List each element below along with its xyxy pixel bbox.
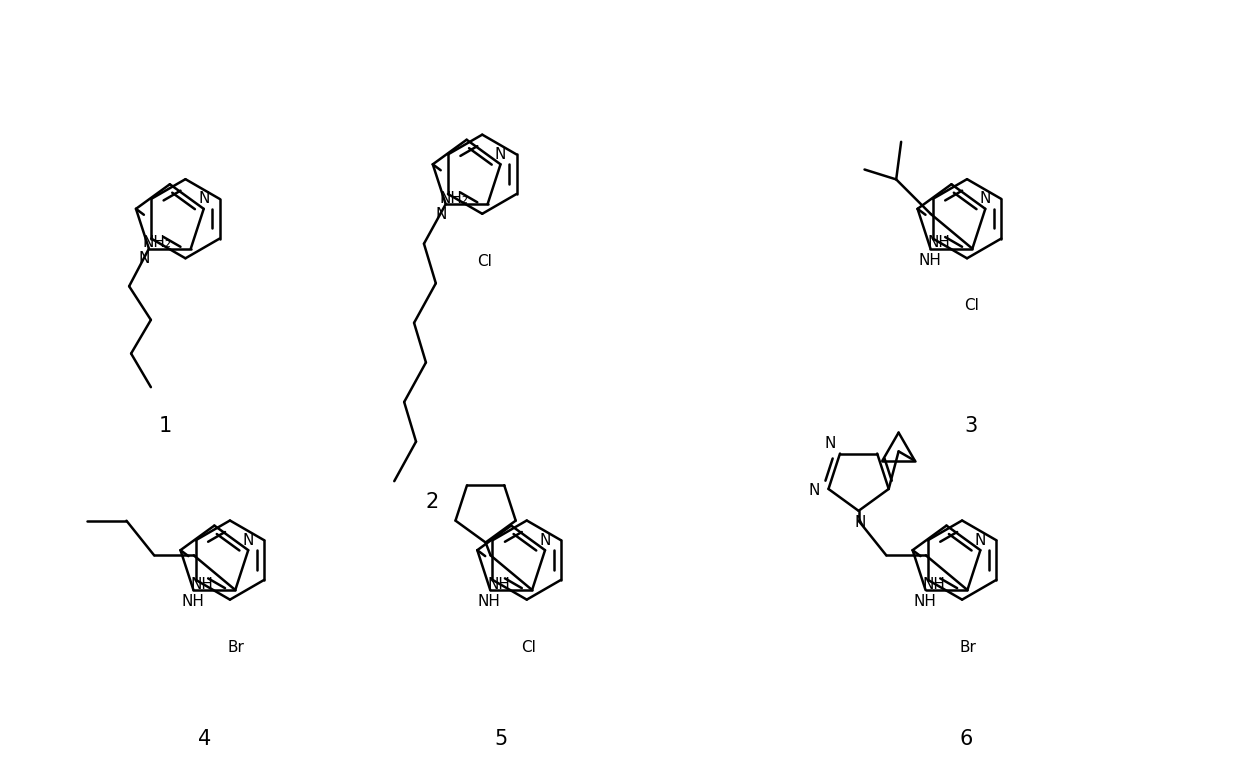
Text: Cl: Cl <box>477 254 492 269</box>
Text: NH: NH <box>918 253 941 268</box>
Text: NH: NH <box>928 235 950 251</box>
Text: N: N <box>495 147 506 162</box>
Text: NH: NH <box>190 576 213 591</box>
Text: Br: Br <box>960 640 976 655</box>
Text: Cl: Cl <box>965 298 980 313</box>
Text: Br: Br <box>227 640 244 655</box>
Text: NH₂: NH₂ <box>143 235 171 251</box>
Text: Cl: Cl <box>521 640 536 655</box>
Text: N: N <box>435 207 446 222</box>
Text: 5: 5 <box>495 729 508 749</box>
Text: 1: 1 <box>159 416 171 435</box>
Text: N: N <box>825 436 836 451</box>
Text: N: N <box>198 192 210 207</box>
Text: NH: NH <box>181 594 203 609</box>
Text: NH: NH <box>923 576 945 591</box>
Text: 6: 6 <box>960 729 973 749</box>
Text: NH₂: NH₂ <box>439 191 469 206</box>
Text: N: N <box>539 532 551 548</box>
Text: 3: 3 <box>965 416 978 435</box>
Text: NH: NH <box>913 594 936 609</box>
Text: 4: 4 <box>198 729 211 749</box>
Text: NH: NH <box>477 594 501 609</box>
Text: NH: NH <box>487 576 510 591</box>
Text: 2: 2 <box>425 492 439 512</box>
Text: N: N <box>980 192 991 207</box>
Text: N: N <box>975 532 986 548</box>
Text: N: N <box>808 483 821 499</box>
Text: N: N <box>854 515 867 530</box>
Text: N: N <box>243 532 254 548</box>
Text: N: N <box>139 251 150 266</box>
